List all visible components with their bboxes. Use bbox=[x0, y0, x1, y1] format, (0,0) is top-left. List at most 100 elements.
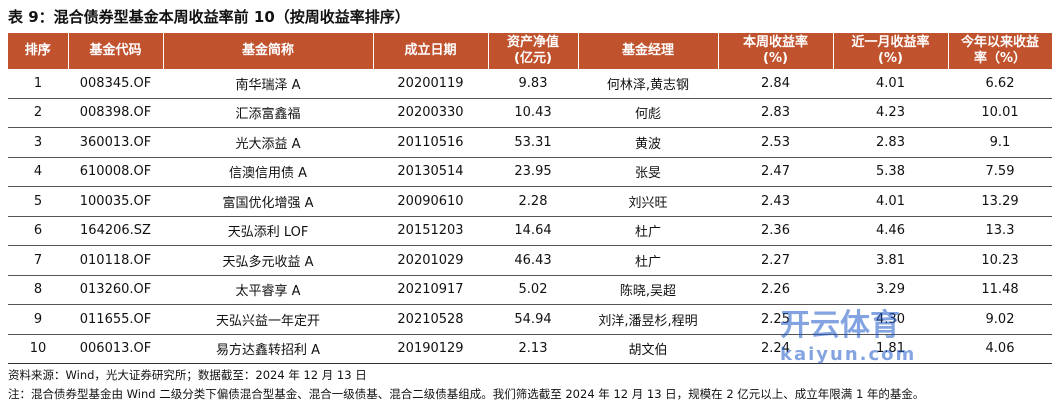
table-cell: 2.43 bbox=[718, 186, 833, 217]
table-cell: 10.43 bbox=[488, 98, 578, 128]
table-cell: 陈晓,吴超 bbox=[578, 275, 718, 305]
table-cell: 张旻 bbox=[578, 157, 718, 187]
title: 表 9：混合债券型基金本周收益率前 10（按周收益率排序） bbox=[8, 8, 410, 26]
table-cell: 汇添富鑫福 bbox=[163, 98, 373, 128]
table-cell: 011655.OF bbox=[68, 304, 163, 335]
table-cell: 天弘多元收益 A bbox=[163, 245, 373, 276]
watermark-text: 开云体育 bbox=[780, 308, 900, 343]
table-cell: 8 bbox=[8, 275, 68, 305]
table-cell: 2.83 bbox=[833, 127, 948, 158]
header-cell: 近一月收益率 (%) bbox=[833, 33, 949, 69]
table-cell: 太平睿享 A bbox=[163, 275, 373, 305]
header-cell: 基金代码 bbox=[68, 33, 164, 69]
table-cell: 3 bbox=[8, 127, 68, 158]
table-cell: 13.3 bbox=[948, 216, 1052, 246]
header-text: 基金简称 bbox=[241, 43, 294, 58]
table-cell: 11.48 bbox=[948, 275, 1052, 305]
table-cell: 2.47 bbox=[718, 157, 833, 187]
table-cell: 10 bbox=[8, 334, 68, 364]
table-cell: 9 bbox=[8, 304, 68, 335]
source: 资料来源：Wind，光大证券研究所；数据截至：2024 年 12 月 13 日 bbox=[8, 368, 367, 382]
table-cell: 杜广 bbox=[578, 216, 718, 246]
table-cell: 9.83 bbox=[488, 69, 578, 99]
table-cell: 天弘添利 LOF bbox=[163, 216, 373, 246]
header-text: (%) bbox=[763, 51, 788, 66]
table-row: 9 011655.OF 天弘兴益一年定开 20210528 54.94 刘洋,潘昱杉,程明… bbox=[8, 304, 1052, 335]
table-row: 6 164206.SZ 天弘添利 LOF 20151203 14.64 杜广 2.36 4.4… bbox=[8, 216, 1052, 246]
table-cell: 008398.OF bbox=[68, 98, 163, 128]
table-cell: 4.06 bbox=[948, 334, 1052, 364]
table-cell: 天弘兴益一年定开 bbox=[163, 304, 373, 335]
table-cell: 20130514 bbox=[373, 157, 488, 187]
header-text: (%) bbox=[878, 51, 903, 66]
table-cell: 信澳信用债 A bbox=[163, 157, 373, 187]
table-cell: 4.23 bbox=[833, 98, 948, 128]
table-cell: 14.64 bbox=[488, 216, 578, 246]
table-cell: 7.59 bbox=[948, 157, 1052, 187]
note: 注：混合债券型基金由 Wind 二级分类下偏债混合型基金、混合一级债基、混合二级… bbox=[8, 387, 925, 401]
table-cell: 3.29 bbox=[833, 275, 948, 305]
table-cell: 杜广 bbox=[578, 245, 718, 276]
table-cell: 20210528 bbox=[373, 304, 488, 335]
header-text: 率（%） bbox=[973, 51, 1027, 66]
table-cell: 易方达鑫转招利 A bbox=[163, 334, 373, 364]
table-cell: 黄波 bbox=[578, 127, 718, 158]
header-cell: 成立日期 bbox=[373, 33, 489, 69]
table-cell: 23.95 bbox=[488, 157, 578, 187]
header-cell: 基金经理 bbox=[578, 33, 719, 69]
table-cell: 20151203 bbox=[373, 216, 488, 246]
table-cell: 008345.OF bbox=[68, 69, 163, 99]
header-text: 成立日期 bbox=[404, 43, 457, 58]
table-cell: 5.02 bbox=[488, 275, 578, 305]
table-cell: 1 bbox=[8, 69, 68, 99]
table-cell: 20090610 bbox=[373, 186, 488, 217]
table-cell: 013260.OF bbox=[68, 275, 163, 305]
table-cell: 4.01 bbox=[833, 186, 948, 217]
table-body: 1 008345.OF 南华瑞泽 A 20200119 9.83 何林泽,黄志钢 2.84 4… bbox=[8, 69, 1052, 364]
table-row: 8 013260.OF 太平睿享 A 20210917 5.02 陈晓,吴超 2.26 3.2… bbox=[8, 275, 1052, 305]
table-cell: 9.02 bbox=[948, 304, 1052, 335]
header-cell: 排序 bbox=[8, 33, 69, 69]
table-cell: 100035.OF bbox=[68, 186, 163, 217]
watermark: 开云体育 kaiyun.com bbox=[780, 300, 916, 365]
header-text: 排序 bbox=[24, 43, 51, 58]
table-cell: 刘兴旺 bbox=[578, 186, 718, 217]
table-cell: 何彪 bbox=[578, 98, 718, 128]
header-row: 排序 基金代码 基金简称 成立日期 资产净值 (亿元) 基金经理 本周收益率 (%) 近一月收益率… bbox=[8, 33, 1053, 69]
table-row: 3 360013.OF 光大添益 A 20110516 53.31 黄波 2.53 2.83 9… bbox=[8, 127, 1052, 158]
table-cell: 何林泽,黄志钢 bbox=[578, 69, 718, 99]
table-cell: 20190129 bbox=[373, 334, 488, 364]
table-cell: 4.46 bbox=[833, 216, 948, 246]
table-row: 7 010118.OF 天弘多元收益 A 20201029 46.43 杜广 2.27 3.8… bbox=[8, 245, 1052, 276]
table-cell: 164206.SZ bbox=[68, 216, 163, 246]
table-cell: 2 bbox=[8, 98, 68, 128]
table-cell: 光大添益 A bbox=[163, 127, 373, 158]
table-cell: 54.94 bbox=[488, 304, 578, 335]
table-cell: 2.36 bbox=[718, 216, 833, 246]
table-cell: 20200330 bbox=[373, 98, 488, 128]
table-cell: 2.26 bbox=[718, 275, 833, 305]
table-cell: 刘洋,潘昱杉,程明 bbox=[578, 304, 718, 335]
header-text: 本周收益率 bbox=[742, 35, 808, 50]
table-cell: 13.29 bbox=[948, 186, 1052, 217]
table-cell: 4.01 bbox=[833, 69, 948, 99]
table-cell: 53.31 bbox=[488, 127, 578, 158]
table-cell: 5.38 bbox=[833, 157, 948, 187]
watermark-url: kaiyun.com bbox=[780, 344, 917, 365]
table-cell: 5 bbox=[8, 186, 68, 217]
table-cell: 20201029 bbox=[373, 245, 488, 276]
table-cell: 2.84 bbox=[718, 69, 833, 99]
table-cell: 2.83 bbox=[718, 98, 833, 128]
table-cell: 360013.OF bbox=[68, 127, 163, 158]
table-row: 1 008345.OF 南华瑞泽 A 20200119 9.83 何林泽,黄志钢 2.84 4… bbox=[8, 69, 1052, 99]
table-row: 4 610008.OF 信澳信用债 A 20130514 23.95 张旻 2.47 5.38… bbox=[8, 157, 1052, 187]
table-cell: 2.25 bbox=[718, 304, 833, 335]
header-text: 资产净值 bbox=[506, 35, 559, 50]
header-text: 近一月收益率 bbox=[851, 35, 930, 50]
table-cell: 胡文伯 bbox=[578, 334, 718, 364]
table-cell: 10.01 bbox=[948, 98, 1052, 128]
table-cell: 1.81 bbox=[833, 334, 948, 364]
table-cell: 610008.OF bbox=[68, 157, 163, 187]
table-cell: 006013.OF bbox=[68, 334, 163, 364]
